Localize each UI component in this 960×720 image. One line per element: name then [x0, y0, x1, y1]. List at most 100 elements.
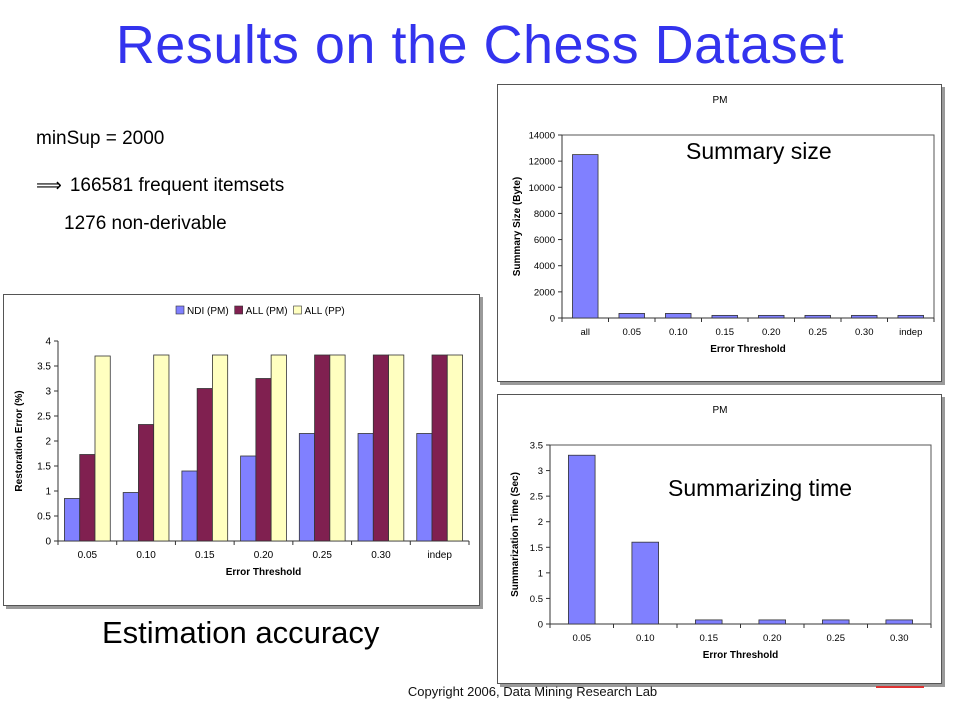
bar: [79, 454, 96, 542]
y-tick-label: 4: [45, 337, 51, 348]
bar: [822, 619, 850, 625]
x-tick-label: 0.30: [855, 327, 874, 338]
bar: [357, 433, 374, 542]
chart-title: PM: [713, 95, 728, 106]
legend-label: NDI (PM): [187, 306, 229, 317]
bar: [885, 619, 913, 625]
y-tick-label: 3: [45, 387, 51, 398]
y-tick-label: 3.5: [37, 362, 51, 373]
minsup-text: minSup = 2000: [36, 128, 165, 149]
restoration-error-chart: 0 0.5 1 1.5 2 2.5 3 3.5 4 0.05 0.10 0.15 0.20 0.25 0.3…: [3, 294, 480, 606]
y-tick-label: 8000: [534, 209, 555, 220]
copyright-footer: Copyright 2006, Data Mining Research Lab: [407, 684, 658, 699]
bar: [196, 388, 213, 542]
bar: [446, 354, 463, 542]
restoration-error-plot: 0 0.5 1 1.5 2 2.5 3 3.5 4 0.05 0.10 0.15 0.20 0.25 0.3…: [14, 305, 470, 578]
y-tick-label: 3.5: [530, 441, 543, 452]
bar: [255, 378, 272, 542]
bar: [181, 470, 198, 542]
y-tick-label: 2.5: [530, 492, 543, 503]
summarizing-time-chart: 0 0.5 1 1.5 2 2.5 3 3.5 0.05 0.10 0.15 0.20 0.25 0.30…: [497, 394, 942, 684]
bar: [804, 314, 831, 319]
x-tick-label: 0.15: [716, 327, 735, 338]
bar: [240, 455, 257, 542]
y-tick-label: 0.5: [530, 594, 543, 605]
y-tick-label: 0: [45, 537, 51, 548]
bar: [711, 314, 738, 319]
y-tick-label: 1: [538, 568, 543, 579]
bar: [298, 433, 315, 542]
bar: [270, 354, 287, 542]
y-axis-label: Summary Size (Byte): [512, 177, 523, 276]
y-tick-label: 2: [538, 517, 543, 528]
x-tick-label: 0.25: [827, 633, 846, 644]
x-tick-label: 0.10: [669, 327, 688, 338]
slide-title: Results on the Chess Dataset: [115, 15, 845, 75]
summary-size-plot: 0 2000 4000 6000 8000 10000 12000 14000 all 0.05 0…: [512, 95, 935, 355]
x-tick-label: indep: [899, 327, 922, 338]
x-tick-label: 0.30: [890, 633, 909, 644]
bar: [153, 354, 170, 542]
x-tick-label: 0.15: [700, 633, 719, 644]
decorative-red-line: [876, 686, 924, 688]
bar: [212, 354, 229, 542]
x-axis-label: Error Threshold: [226, 567, 302, 578]
bar: [372, 354, 389, 542]
x-tick-label: 0.15: [195, 550, 215, 561]
frequent-itemsets-text: 166581 frequent itemsets: [69, 175, 285, 196]
legend-swatch: [234, 305, 243, 315]
summary-size-caption: Summary size: [686, 138, 832, 164]
y-tick-label: 12000: [529, 157, 555, 168]
x-tick-label: indep: [427, 550, 452, 561]
plot-frame: [549, 444, 932, 625]
bar: [695, 619, 723, 625]
x-tick-label: 0.05: [78, 550, 98, 561]
bar: [758, 314, 785, 319]
bar: [568, 454, 596, 625]
frequent-itemsets-line: ⟹ 166581 frequent itemsets: [36, 175, 284, 197]
bar: [631, 541, 659, 625]
bar: [64, 498, 81, 542]
bar: [94, 355, 111, 542]
bar: [314, 354, 331, 542]
y-tick-label: 0.5: [37, 512, 51, 523]
y-axis-label: Summarization Time (Sec): [510, 472, 521, 597]
y-tick-label: 14000: [529, 131, 555, 142]
x-tick-label: 0.30: [371, 550, 391, 561]
bar: [758, 619, 786, 625]
legend-label: ALL (PM): [246, 306, 288, 317]
chart-title: PM: [713, 405, 728, 416]
estimation-accuracy-caption: Estimation accuracy: [102, 615, 380, 650]
x-tick-label: 0.25: [809, 327, 828, 338]
x-tick-label: 0.05: [623, 327, 642, 338]
legend-swatch: [293, 305, 302, 315]
bar: [572, 154, 599, 319]
x-tick-label: 0.10: [636, 633, 655, 644]
bar: [388, 354, 405, 542]
y-tick-label: 1: [45, 487, 51, 498]
x-tick-label: 0.25: [312, 550, 332, 561]
x-tick-label: 0.05: [573, 633, 592, 644]
y-tick-label: 10000: [529, 183, 555, 194]
x-tick-label: 0.20: [763, 633, 782, 644]
bar: [122, 492, 139, 542]
x-tick-label: 0.10: [136, 550, 156, 561]
y-tick-label: 2: [45, 437, 51, 448]
summary-size-chart: 0 2000 4000 6000 8000 10000 12000 14000 all 0.05 0…: [497, 84, 942, 382]
y-tick-label: 2.5: [37, 412, 51, 423]
legend-label: ALL (PP): [305, 306, 345, 317]
y-tick-label: 1.5: [530, 543, 543, 554]
y-tick-label: 0: [550, 314, 555, 325]
y-tick-label: 3: [538, 466, 543, 477]
bar: [431, 354, 448, 542]
y-axis-label: Restoration Error (%): [14, 390, 25, 491]
bar: [897, 314, 924, 319]
non-derivable-text: 1276 non-derivable: [64, 213, 227, 234]
x-axis-label: Error Threshold: [703, 650, 779, 661]
y-tick-label: 6000: [534, 235, 555, 246]
y-tick-label: 1.5: [37, 462, 51, 473]
bar: [851, 314, 878, 319]
bar: [329, 354, 346, 542]
summarizing-time-plot: 0 0.5 1 1.5 2 2.5 3 3.5 0.05 0.10 0.15 0.20 0.25 0.30…: [510, 405, 932, 661]
legend-swatch: [175, 305, 185, 315]
